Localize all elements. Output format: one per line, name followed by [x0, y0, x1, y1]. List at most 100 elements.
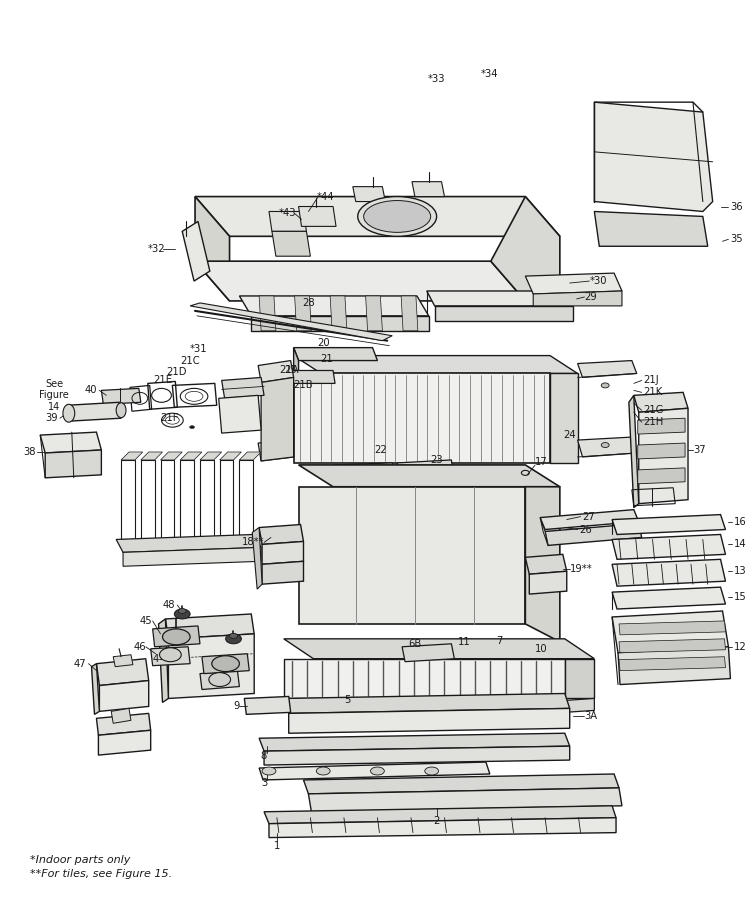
Ellipse shape [425, 767, 438, 775]
Text: 38: 38 [23, 447, 35, 457]
Ellipse shape [212, 656, 239, 671]
Polygon shape [526, 554, 567, 574]
Polygon shape [612, 611, 729, 652]
Polygon shape [295, 296, 311, 330]
Ellipse shape [226, 634, 241, 643]
Ellipse shape [209, 672, 231, 687]
Text: 8: 8 [261, 752, 267, 761]
Polygon shape [526, 273, 622, 294]
Ellipse shape [174, 609, 190, 619]
Text: 47: 47 [74, 659, 86, 669]
Polygon shape [258, 361, 293, 382]
Polygon shape [426, 291, 573, 306]
Text: *34: *34 [481, 69, 499, 79]
Text: 36: 36 [730, 202, 743, 211]
Polygon shape [160, 452, 182, 460]
Text: 37: 37 [693, 445, 705, 455]
Polygon shape [92, 663, 99, 715]
Text: See
Figure
14: See Figure 14 [39, 379, 69, 412]
Text: 21G: 21G [644, 405, 664, 415]
Text: 5: 5 [344, 696, 351, 706]
Text: 12: 12 [735, 642, 747, 652]
Text: 27: 27 [583, 511, 596, 522]
Polygon shape [99, 730, 150, 755]
Text: 21A: 21A [279, 365, 299, 375]
Text: 2: 2 [433, 815, 440, 825]
Polygon shape [261, 377, 293, 461]
Ellipse shape [229, 634, 238, 638]
Polygon shape [533, 291, 622, 306]
Text: 13: 13 [735, 566, 747, 576]
Polygon shape [150, 647, 190, 666]
Text: 7: 7 [496, 635, 502, 646]
Text: 21F: 21F [159, 413, 178, 423]
Polygon shape [540, 509, 638, 529]
Polygon shape [545, 524, 641, 545]
Polygon shape [293, 347, 299, 381]
Text: 6B: 6B [408, 639, 422, 649]
Polygon shape [619, 639, 726, 652]
Ellipse shape [162, 629, 190, 644]
Polygon shape [258, 440, 293, 461]
Polygon shape [121, 452, 143, 460]
Text: 21C: 21C [180, 356, 200, 365]
Text: 28: 28 [302, 298, 315, 308]
Text: 14: 14 [735, 539, 747, 549]
Ellipse shape [317, 767, 330, 775]
Polygon shape [299, 465, 559, 487]
Text: 29: 29 [584, 292, 597, 302]
Polygon shape [99, 680, 149, 711]
Polygon shape [45, 450, 102, 478]
Text: 11: 11 [458, 637, 471, 647]
Polygon shape [219, 395, 261, 433]
Text: 48: 48 [163, 600, 175, 610]
Text: 4: 4 [153, 653, 159, 663]
Polygon shape [304, 774, 619, 794]
Polygon shape [202, 653, 249, 673]
Text: 9: 9 [233, 701, 239, 711]
Polygon shape [412, 182, 444, 196]
Polygon shape [200, 452, 222, 460]
Text: 10: 10 [535, 644, 547, 653]
Polygon shape [435, 306, 573, 320]
Polygon shape [264, 806, 616, 824]
Polygon shape [272, 231, 311, 256]
Polygon shape [262, 542, 304, 564]
Text: 19**: 19** [570, 564, 593, 574]
Polygon shape [168, 634, 254, 698]
Polygon shape [284, 639, 594, 659]
Text: 25: 25 [284, 365, 296, 375]
Polygon shape [526, 487, 559, 642]
Polygon shape [114, 654, 133, 667]
Polygon shape [333, 463, 394, 479]
Text: 22: 22 [374, 445, 387, 455]
Polygon shape [401, 296, 418, 330]
Polygon shape [402, 644, 454, 662]
Text: **For tiles, see Figure 15.: **For tiles, see Figure 15. [30, 869, 172, 879]
Polygon shape [262, 562, 304, 584]
Polygon shape [612, 515, 726, 535]
Polygon shape [397, 460, 453, 477]
Polygon shape [251, 316, 429, 330]
Polygon shape [269, 818, 616, 838]
Text: *43: *43 [279, 209, 296, 219]
Polygon shape [330, 296, 347, 330]
Ellipse shape [602, 382, 609, 388]
Polygon shape [289, 708, 570, 734]
Polygon shape [612, 559, 726, 586]
Text: 16: 16 [735, 517, 747, 526]
Polygon shape [284, 694, 570, 714]
Polygon shape [491, 196, 559, 301]
Text: 18**: 18** [241, 537, 264, 547]
Ellipse shape [602, 443, 609, 447]
Ellipse shape [159, 648, 181, 662]
Ellipse shape [116, 403, 126, 418]
Polygon shape [111, 708, 131, 724]
Polygon shape [259, 296, 276, 330]
Polygon shape [619, 621, 726, 634]
Polygon shape [264, 746, 570, 765]
Polygon shape [182, 221, 210, 281]
Polygon shape [195, 196, 559, 237]
Polygon shape [200, 670, 239, 689]
Polygon shape [634, 392, 688, 412]
